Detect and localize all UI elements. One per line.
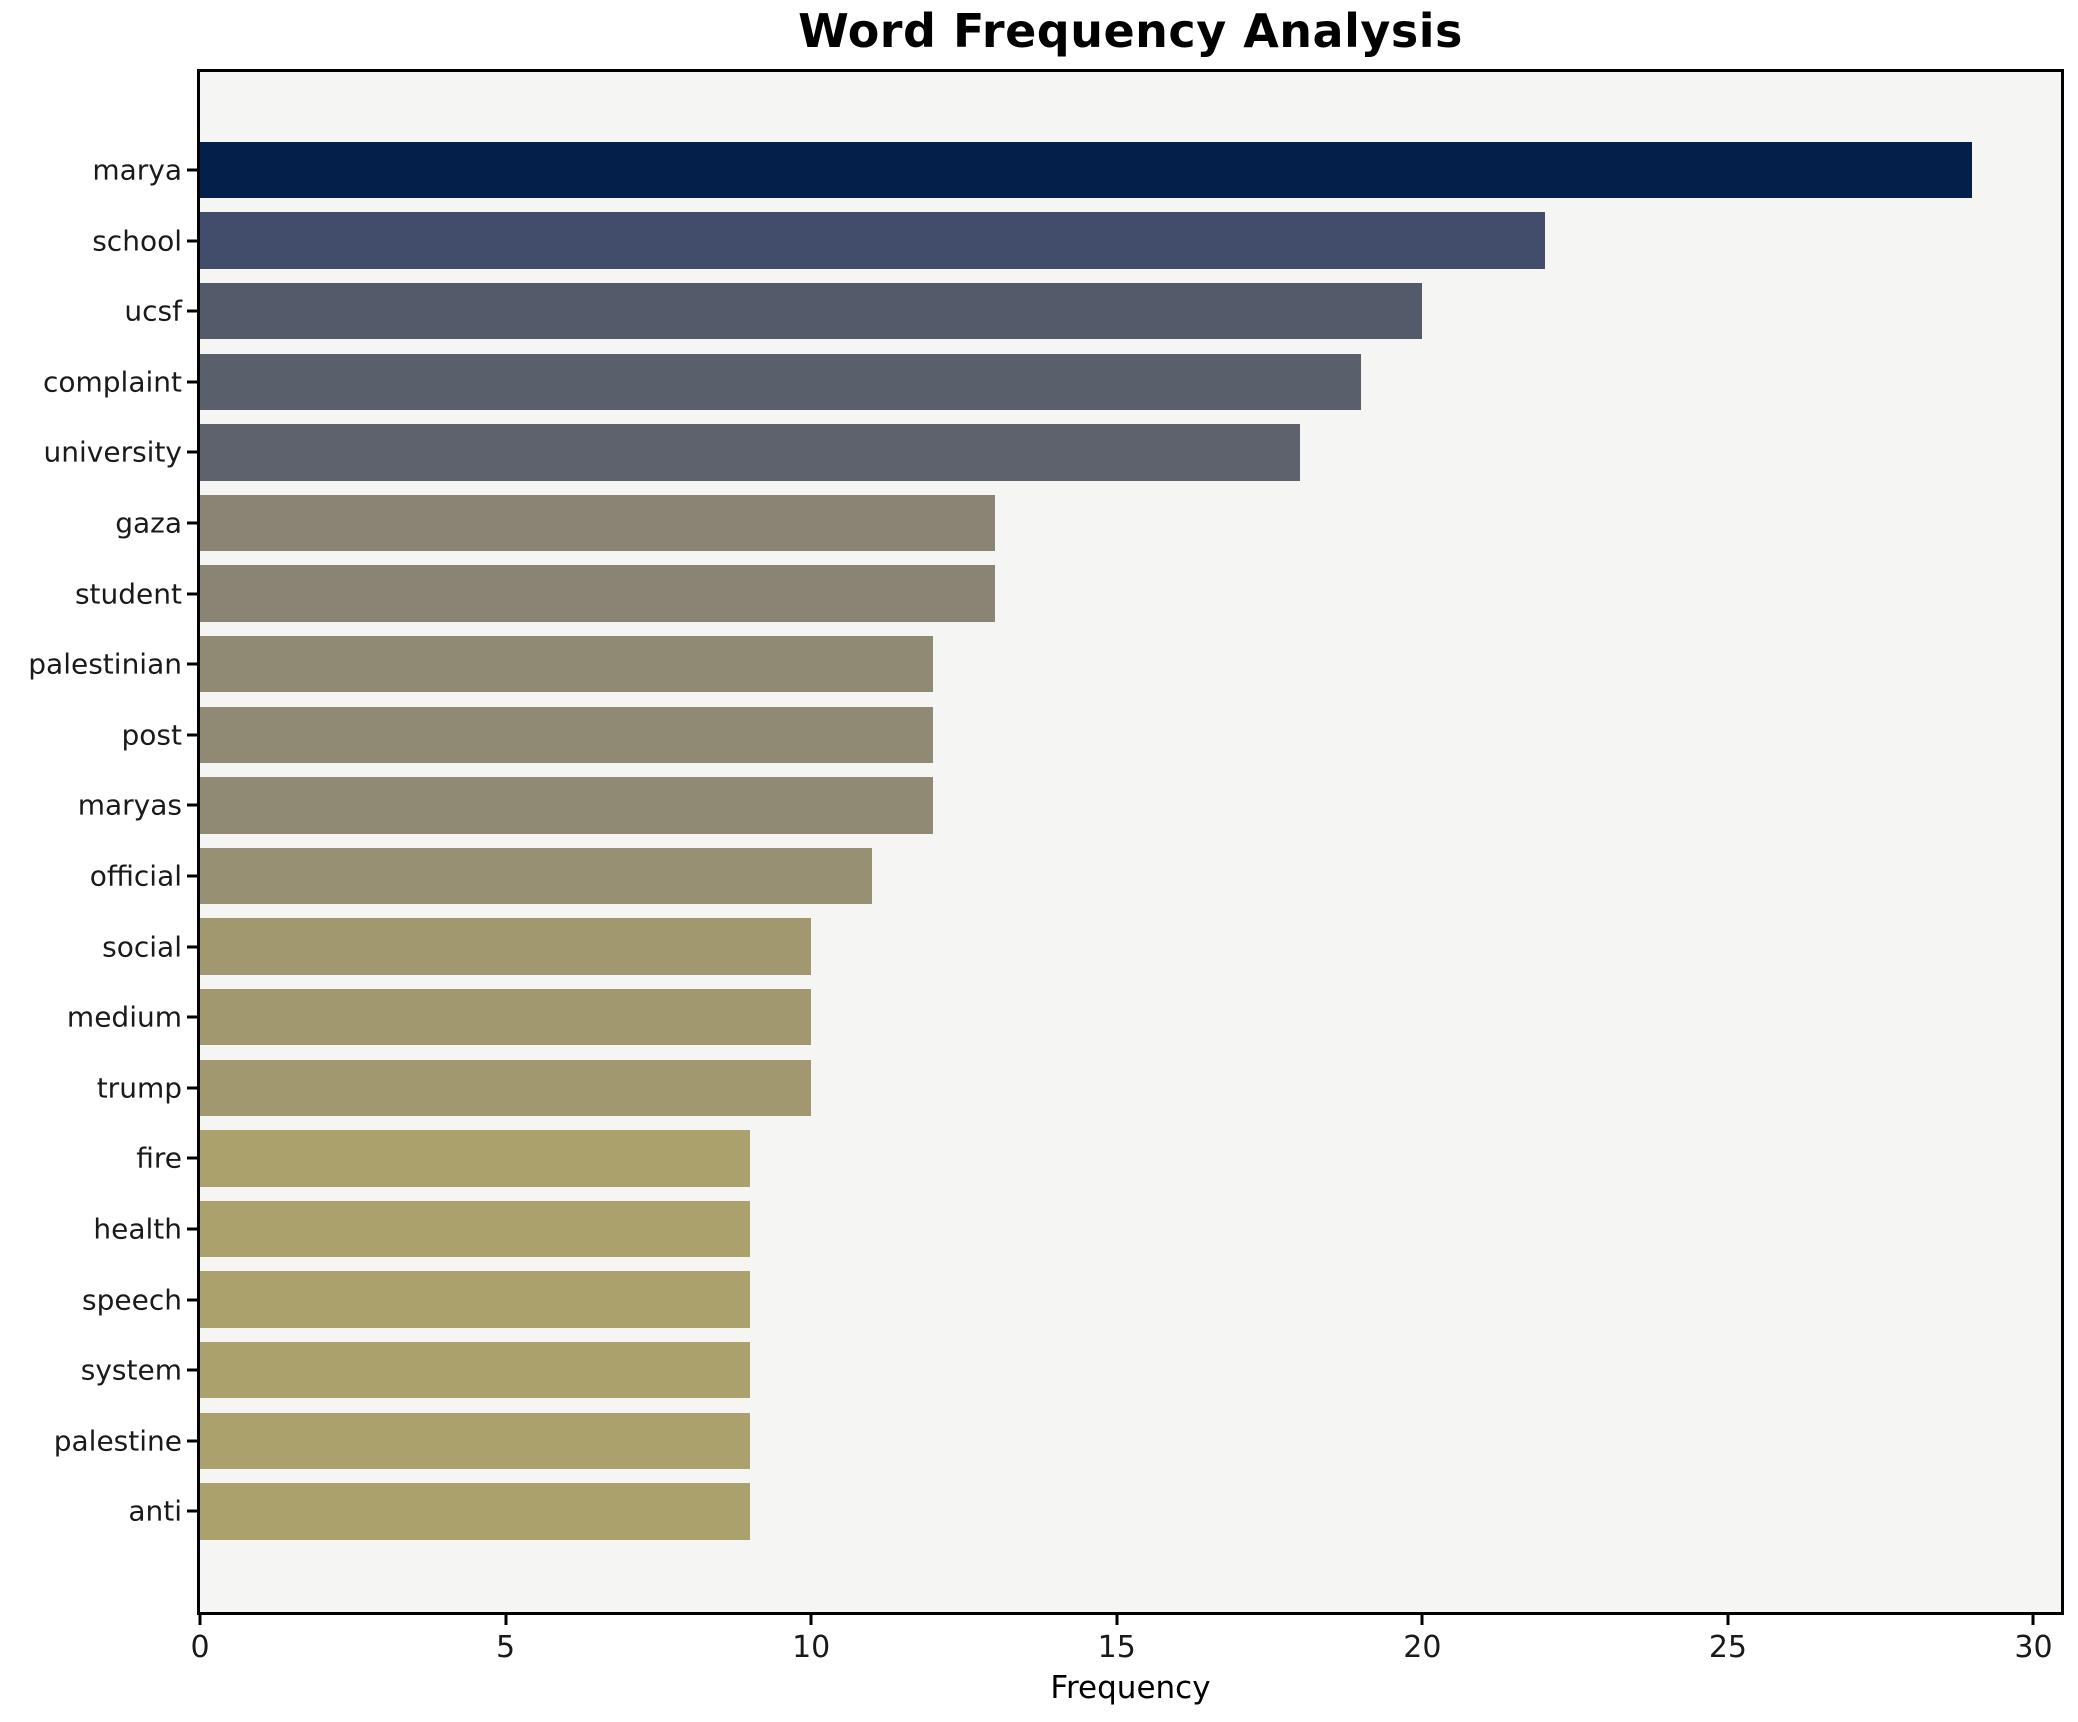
y-tick-mark bbox=[187, 1509, 197, 1513]
bar-speech bbox=[200, 1271, 751, 1328]
x-axis-title: Frequency bbox=[1050, 1670, 1211, 1706]
bar-social bbox=[200, 918, 812, 975]
bar-post bbox=[200, 706, 934, 764]
y-tick-mark bbox=[187, 1015, 197, 1019]
bar-school bbox=[200, 212, 1545, 269]
bar-ucsf bbox=[200, 282, 1423, 340]
x-tick-label-20: 20 bbox=[1403, 1630, 1442, 1665]
x-tick-mark bbox=[809, 1615, 813, 1625]
y-tick-label-school: school bbox=[92, 224, 182, 258]
y-tick-mark bbox=[187, 1439, 197, 1443]
x-tick-label-0: 0 bbox=[190, 1630, 210, 1665]
bar-complaint bbox=[200, 353, 1362, 411]
y-tick-mark bbox=[187, 309, 197, 313]
y-tick-label-maryas: maryas bbox=[77, 788, 182, 822]
x-tick-mark bbox=[504, 1615, 508, 1625]
bar-health bbox=[200, 1200, 751, 1258]
y-tick-mark bbox=[187, 733, 197, 737]
y-tick-label-gaza: gaza bbox=[115, 506, 182, 540]
y-tick-mark bbox=[187, 239, 197, 243]
y-tick-label-health: health bbox=[93, 1212, 182, 1246]
x-tick-mark bbox=[1726, 1615, 1730, 1625]
bar-maryas bbox=[200, 777, 934, 834]
x-tick-mark bbox=[1420, 1615, 1424, 1625]
y-tick-mark bbox=[187, 1368, 197, 1372]
x-tick-label-30: 30 bbox=[2014, 1630, 2053, 1665]
y-tick-label-system: system bbox=[80, 1353, 182, 1387]
y-tick-mark bbox=[187, 592, 197, 596]
y-tick-mark bbox=[187, 521, 197, 525]
y-tick-mark bbox=[187, 1227, 197, 1231]
y-tick-mark bbox=[187, 662, 197, 666]
x-tick-label-10: 10 bbox=[792, 1630, 831, 1665]
bar-medium bbox=[200, 988, 812, 1046]
y-tick-mark bbox=[187, 1156, 197, 1160]
y-tick-label-complaint: complaint bbox=[42, 365, 182, 399]
bar-palestinian bbox=[200, 635, 934, 693]
y-tick-label-ucsf: ucsf bbox=[124, 294, 182, 328]
plot-area: Frequency marya school ucsf complaint univer… bbox=[28, 69, 2064, 1706]
y-tick-label-speech: speech bbox=[82, 1283, 182, 1317]
y-tick-label-medium: medium bbox=[66, 1000, 182, 1034]
y-tick-label-post: post bbox=[121, 718, 182, 752]
bar-anti bbox=[200, 1483, 751, 1540]
y-tick-mark bbox=[187, 1086, 197, 1090]
bar-official bbox=[200, 847, 873, 905]
y-tick-mark bbox=[187, 945, 197, 949]
x-tick-mark bbox=[2031, 1615, 2035, 1625]
y-tick-mark bbox=[187, 380, 197, 384]
y-tick-mark bbox=[187, 168, 197, 172]
x-tick-label-15: 15 bbox=[1097, 1630, 1136, 1665]
x-tick-label-25: 25 bbox=[1708, 1630, 1747, 1665]
y-tick-mark bbox=[187, 874, 197, 878]
x-tick-mark bbox=[1115, 1615, 1119, 1625]
bar-student bbox=[200, 565, 995, 622]
x-tick-label-5: 5 bbox=[496, 1630, 516, 1665]
y-tick-label-fire: fire bbox=[136, 1141, 182, 1175]
y-tick-label-marya: marya bbox=[92, 153, 182, 187]
y-tick-label-student: student bbox=[74, 577, 182, 611]
y-tick-label-anti: anti bbox=[128, 1494, 182, 1528]
bar-system bbox=[200, 1341, 751, 1399]
y-tick-label-palestine: palestine bbox=[53, 1424, 182, 1458]
bar-palestine bbox=[200, 1412, 751, 1470]
y-tick-label-trump: trump bbox=[96, 1071, 182, 1105]
y-tick-mark bbox=[187, 1298, 197, 1302]
y-tick-label-palestinian: palestinian bbox=[28, 647, 182, 681]
bar-trump bbox=[200, 1059, 812, 1117]
x-tick-mark bbox=[198, 1615, 202, 1625]
y-tick-label-official: official bbox=[89, 859, 182, 893]
bar-fire bbox=[200, 1130, 751, 1187]
bar-gaza bbox=[200, 494, 995, 552]
y-tick-mark bbox=[187, 450, 197, 454]
y-tick-label-university: university bbox=[43, 435, 183, 469]
bar-marya bbox=[200, 141, 1973, 199]
y-tick-label-social: social bbox=[102, 930, 182, 964]
bar-university bbox=[200, 424, 1301, 481]
y-tick-mark bbox=[187, 803, 197, 807]
chart-title: Word Frequency Analysis bbox=[798, 4, 1463, 58]
